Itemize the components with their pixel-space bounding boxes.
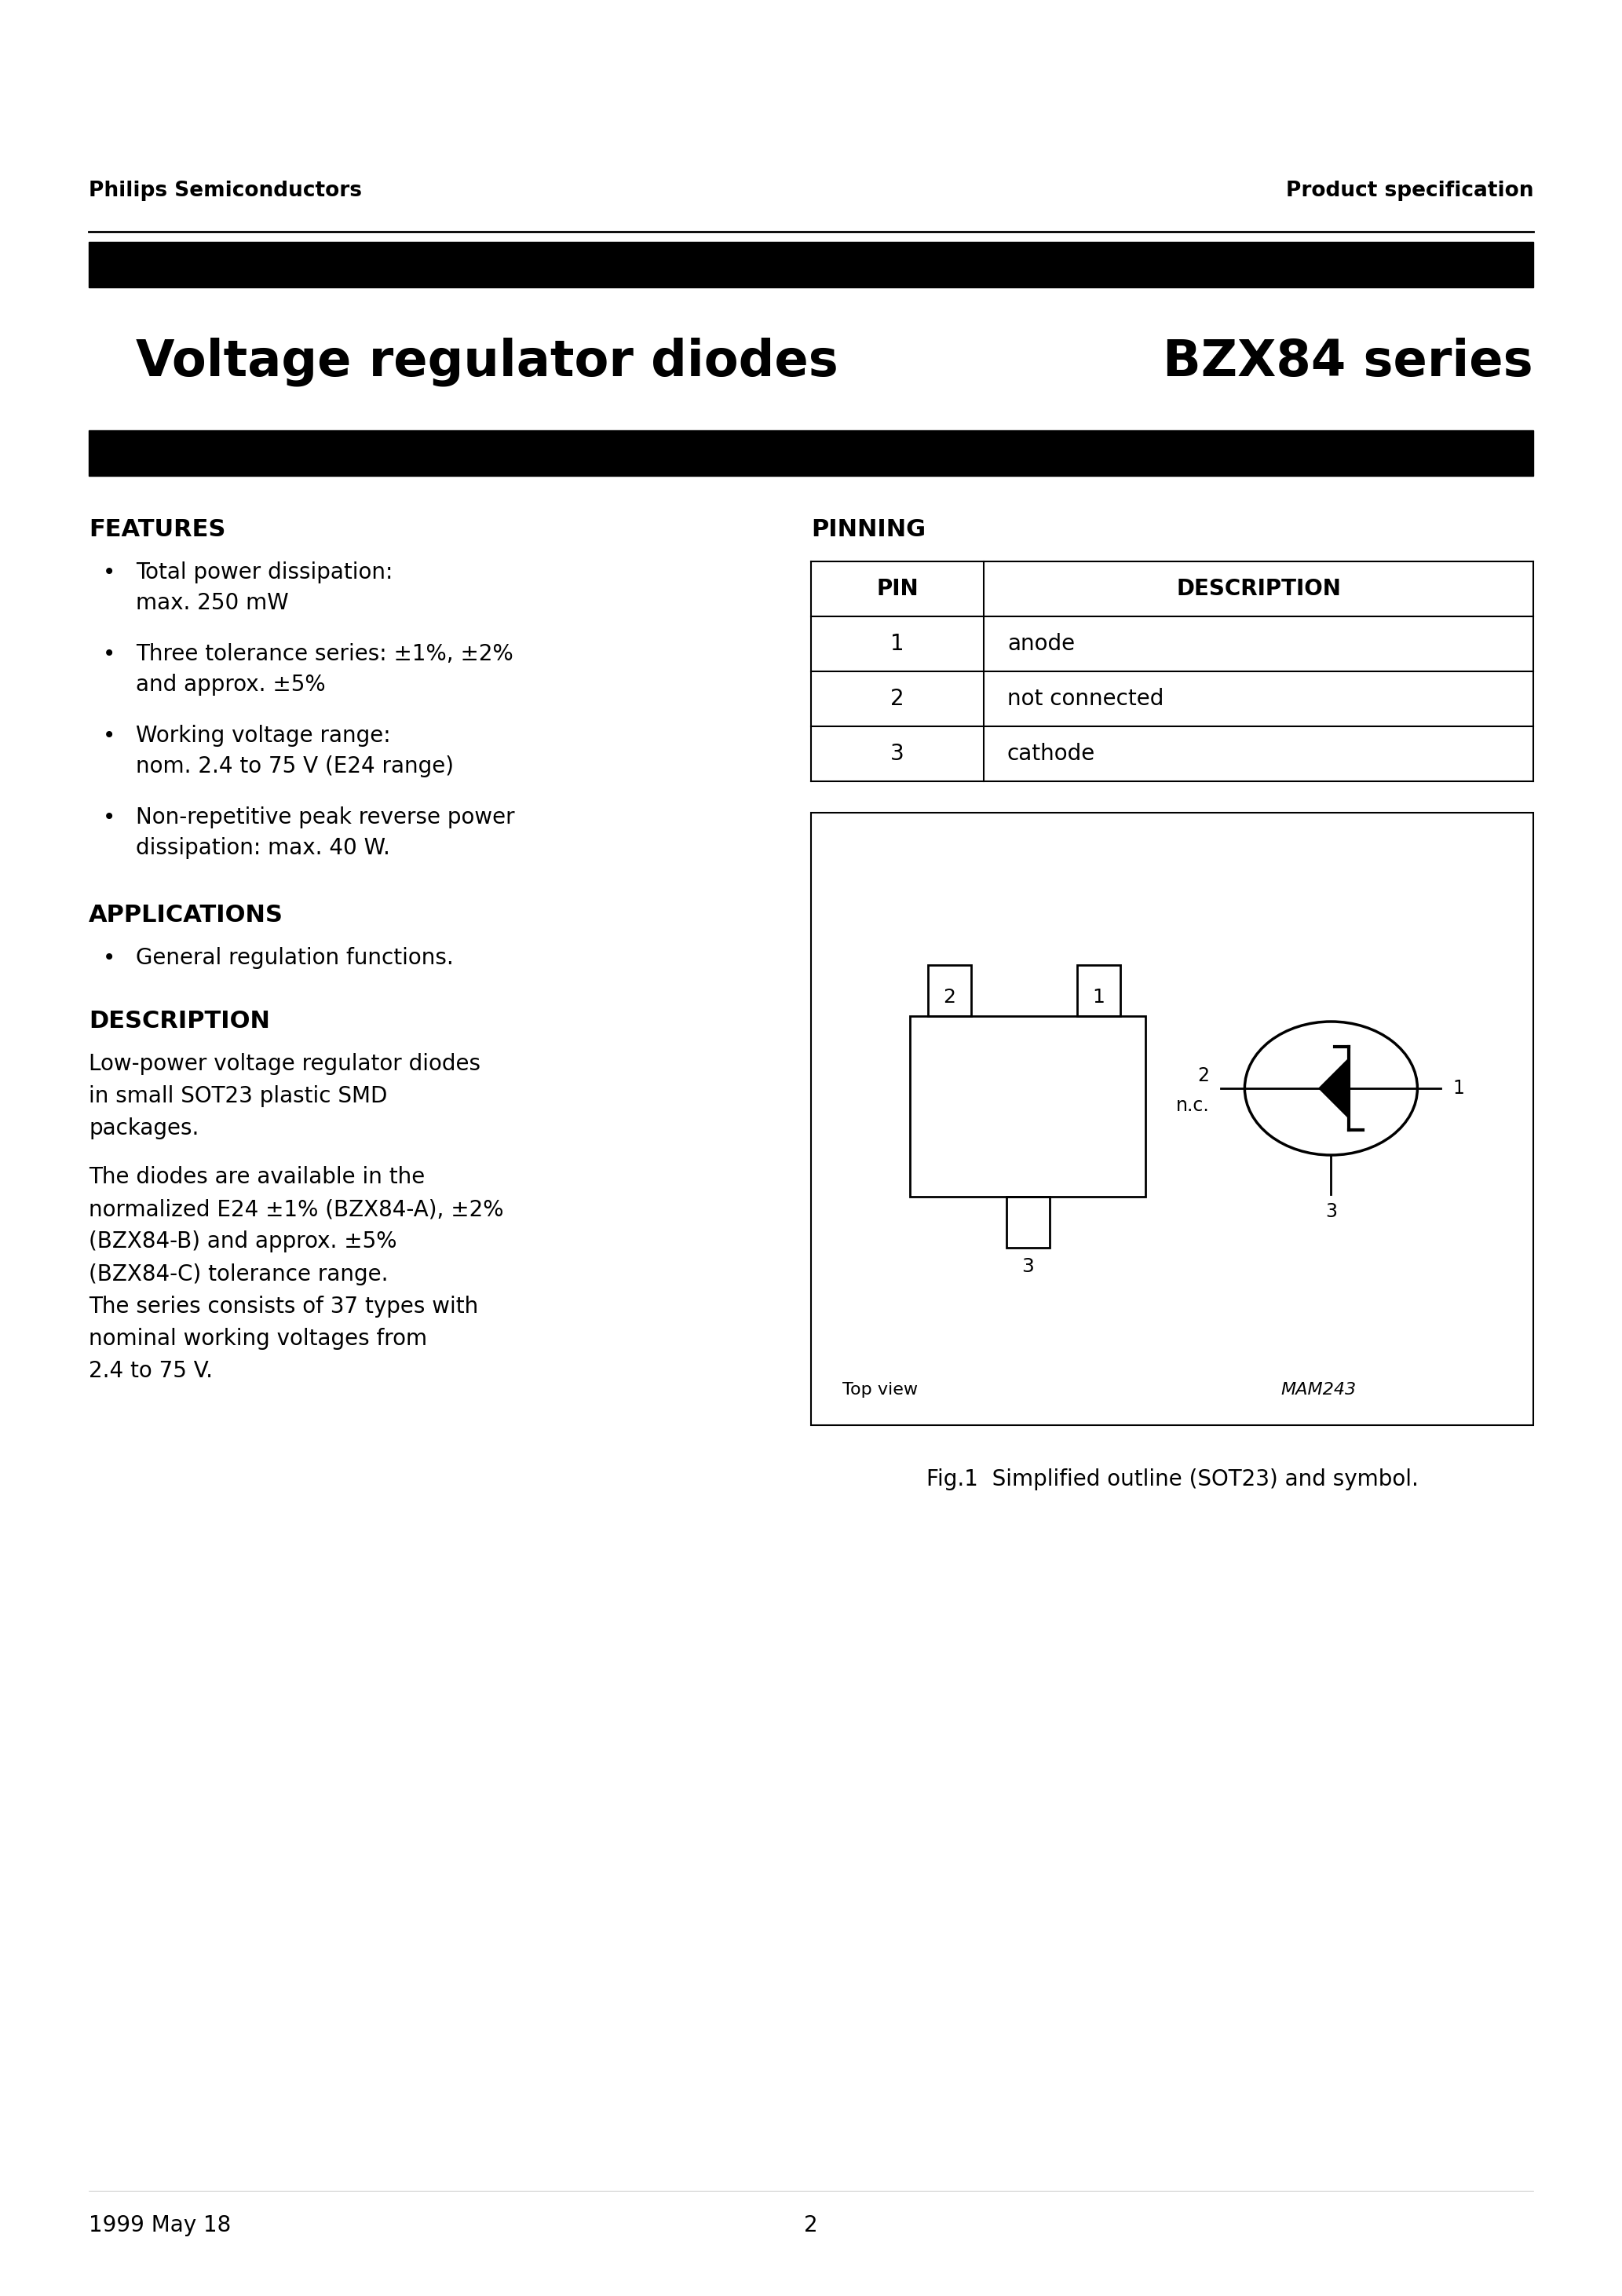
Bar [1077, 964, 1119, 1017]
Text: Working voltage range:
nom. 2.4 to 75 V (E24 range): Working voltage range: nom. 2.4 to 75 V … [136, 726, 454, 778]
Text: Low-power voltage regulator diodes
in small SOT23 plastic SMD
packages.: Low-power voltage regulator diodes in sm… [89, 1054, 480, 1139]
Text: •: • [102, 643, 115, 666]
Text: FEATURES: FEATURES [89, 519, 225, 542]
Text: APPLICATIONS: APPLICATIONS [89, 905, 284, 928]
Text: 3: 3 [890, 744, 905, 765]
Bar [928, 964, 970, 1017]
Text: 3: 3 [1022, 1258, 1033, 1277]
Text: DESCRIPTION: DESCRIPTION [89, 1010, 269, 1033]
Text: Philips Semiconductors: Philips Semiconductors [89, 181, 362, 202]
Text: anode: anode [1007, 634, 1075, 654]
Text: Product specification: Product specification [1286, 181, 1533, 202]
Text: 2: 2 [942, 987, 955, 1008]
Text: •: • [102, 806, 115, 829]
Text: 2: 2 [1197, 1065, 1210, 1086]
Text: cathode: cathode [1007, 744, 1095, 765]
Text: •: • [102, 726, 115, 746]
Text: Fig.1  Simplified outline (SOT23) and symbol.: Fig.1 Simplified outline (SOT23) and sym… [926, 1469, 1418, 1490]
Text: 2: 2 [890, 689, 905, 709]
Text: DESCRIPTION: DESCRIPTION [1176, 579, 1341, 599]
Bar [1006, 1196, 1049, 1249]
Bar [89, 241, 1533, 287]
Text: •: • [102, 946, 115, 969]
Text: not connected: not connected [1007, 689, 1165, 709]
Text: Top view: Top view [842, 1382, 918, 1398]
Text: Three tolerance series: ±1%, ±2%
and approx. ±5%: Three tolerance series: ±1%, ±2% and app… [136, 643, 513, 696]
Text: PIN: PIN [876, 579, 918, 599]
Text: 1: 1 [890, 634, 905, 654]
Text: n.c.: n.c. [1176, 1095, 1210, 1116]
Text: 1: 1 [1453, 1079, 1465, 1097]
Text: •: • [102, 563, 115, 583]
Text: Voltage regulator diodes: Voltage regulator diodes [136, 338, 839, 386]
Text: 1999 May 18: 1999 May 18 [89, 2213, 230, 2236]
Text: Total power dissipation:
max. 250 mW: Total power dissipation: max. 250 mW [136, 563, 393, 613]
Text: MAM243: MAM243 [1280, 1382, 1356, 1398]
Text: PINNING: PINNING [811, 519, 926, 542]
Polygon shape [1319, 1058, 1350, 1118]
Text: The diodes are available in the
normalized E24 ±1% (BZX84-A), ±2%
(BZX84-B) and : The diodes are available in the normaliz… [89, 1166, 504, 1382]
Text: 1: 1 [1092, 987, 1105, 1008]
Bar [811, 813, 1533, 1426]
Text: Non-repetitive peak reverse power
dissipation: max. 40 W.: Non-repetitive peak reverse power dissip… [136, 806, 514, 859]
Bar [89, 429, 1533, 475]
Text: BZX84 series: BZX84 series [1163, 338, 1533, 386]
Bar [910, 1017, 1145, 1196]
Text: 2: 2 [805, 2213, 817, 2236]
Text: General regulation functions.: General regulation functions. [136, 946, 454, 969]
Text: 3: 3 [1325, 1203, 1337, 1221]
